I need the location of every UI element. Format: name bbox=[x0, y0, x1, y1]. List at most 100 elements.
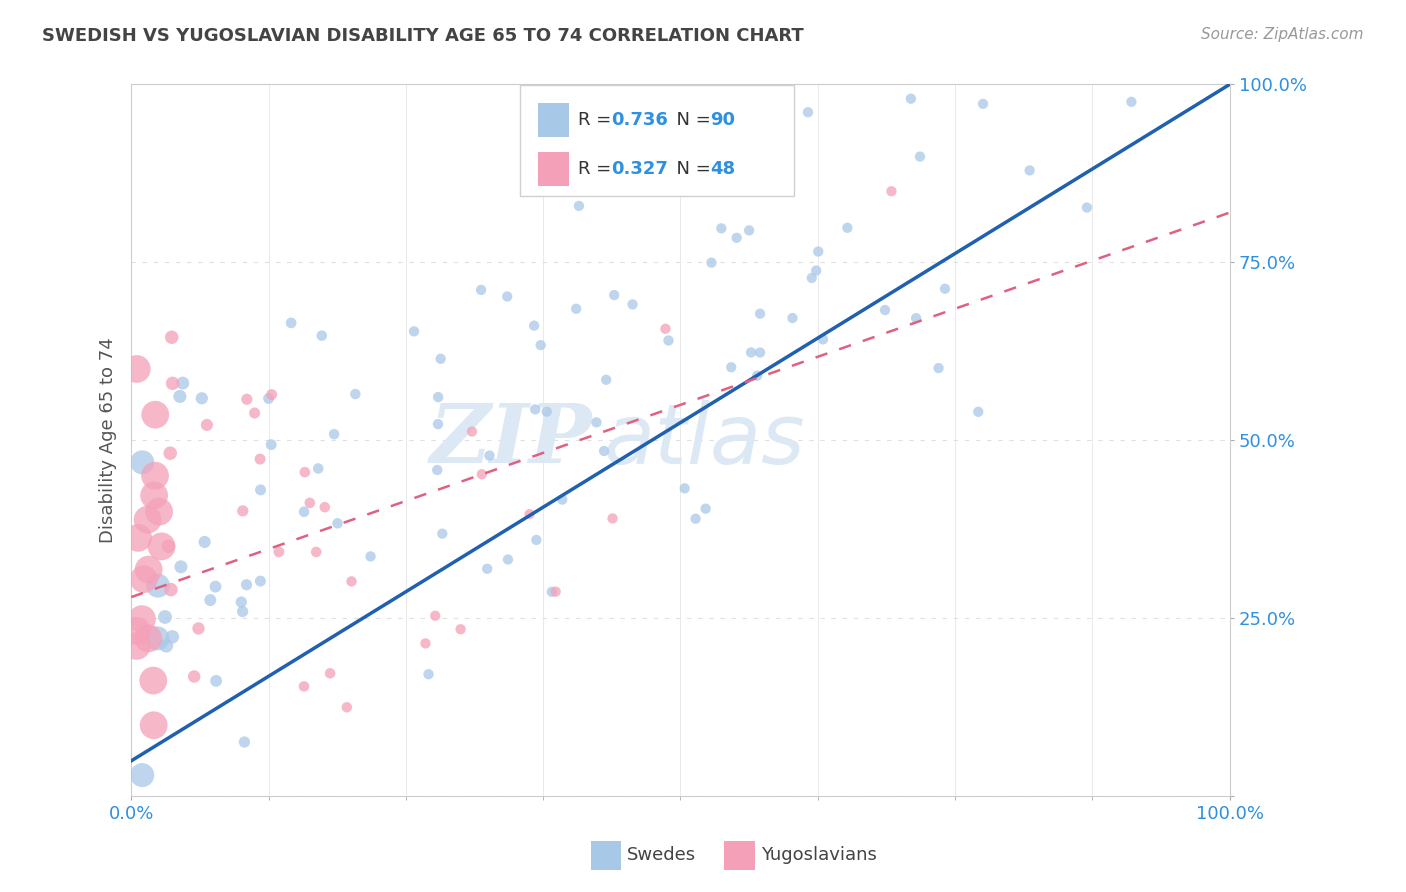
Point bbox=[478, 449, 501, 463]
Point bbox=[204, 580, 226, 594]
Point bbox=[153, 610, 176, 624]
Point bbox=[807, 244, 830, 259]
Point bbox=[155, 639, 177, 653]
Point bbox=[195, 417, 218, 432]
Point bbox=[191, 392, 214, 406]
Point bbox=[267, 545, 290, 559]
Point bbox=[536, 405, 558, 419]
Point bbox=[340, 574, 363, 589]
Point bbox=[593, 444, 616, 458]
Point bbox=[654, 322, 676, 336]
Point bbox=[233, 735, 256, 749]
Point bbox=[908, 150, 931, 164]
Text: Swedes: Swedes bbox=[627, 847, 696, 864]
Point bbox=[797, 105, 820, 120]
Point bbox=[427, 417, 450, 431]
Text: N =: N = bbox=[665, 161, 717, 178]
Point bbox=[292, 505, 315, 519]
Point bbox=[568, 199, 591, 213]
Point bbox=[418, 667, 440, 681]
Point bbox=[169, 389, 191, 403]
Text: Source: ZipAtlas.com: Source: ZipAtlas.com bbox=[1201, 27, 1364, 42]
Point bbox=[551, 492, 574, 507]
Point bbox=[461, 425, 484, 439]
Point bbox=[749, 307, 772, 321]
Point bbox=[260, 387, 283, 401]
Text: N =: N = bbox=[665, 111, 717, 129]
Point bbox=[136, 632, 159, 646]
Point bbox=[194, 535, 217, 549]
Point bbox=[146, 579, 169, 593]
Point bbox=[519, 507, 541, 521]
Point bbox=[432, 526, 454, 541]
Point bbox=[524, 533, 547, 547]
Point bbox=[257, 392, 280, 406]
Point bbox=[811, 332, 834, 346]
Point bbox=[142, 718, 165, 732]
Point bbox=[311, 328, 333, 343]
Text: 90: 90 bbox=[710, 111, 735, 129]
Point bbox=[470, 283, 492, 297]
Point bbox=[725, 231, 748, 245]
Point bbox=[477, 562, 499, 576]
Point bbox=[183, 669, 205, 683]
Point bbox=[150, 540, 173, 554]
Point bbox=[471, 467, 494, 482]
Point bbox=[148, 505, 170, 519]
Text: 0.736: 0.736 bbox=[612, 111, 668, 129]
Point bbox=[172, 376, 194, 390]
Point bbox=[232, 604, 254, 618]
Point bbox=[429, 351, 451, 366]
Point bbox=[782, 311, 804, 326]
Point bbox=[621, 297, 644, 311]
Point bbox=[928, 361, 950, 376]
Point bbox=[540, 584, 562, 599]
Point bbox=[905, 311, 928, 326]
Point bbox=[132, 572, 155, 586]
Y-axis label: Disability Age 65 to 74: Disability Age 65 to 74 bbox=[100, 337, 117, 543]
Point bbox=[873, 303, 896, 318]
Point bbox=[307, 461, 329, 475]
Point bbox=[591, 140, 613, 154]
Point bbox=[280, 316, 302, 330]
Point bbox=[496, 289, 519, 303]
Point bbox=[249, 574, 271, 588]
Point bbox=[747, 368, 769, 383]
Point bbox=[170, 559, 193, 574]
Text: atlas: atlas bbox=[603, 400, 806, 481]
Point bbox=[160, 330, 183, 344]
Point bbox=[837, 220, 859, 235]
Text: SWEDISH VS YUGOSLAVIAN DISABILITY AGE 65 TO 74 CORRELATION CHART: SWEDISH VS YUGOSLAVIAN DISABILITY AGE 65… bbox=[42, 27, 804, 45]
Point bbox=[162, 376, 184, 391]
Text: R =: R = bbox=[578, 161, 617, 178]
Point bbox=[530, 338, 553, 352]
Point bbox=[806, 263, 828, 277]
Point bbox=[159, 446, 181, 460]
Point bbox=[160, 582, 183, 597]
Point bbox=[143, 468, 166, 483]
Point bbox=[595, 373, 617, 387]
Point bbox=[1121, 95, 1143, 109]
Point bbox=[127, 531, 149, 545]
Point bbox=[360, 549, 382, 564]
Point bbox=[344, 387, 367, 401]
Point bbox=[298, 496, 321, 510]
Point bbox=[700, 255, 723, 269]
Point bbox=[205, 673, 228, 688]
Point bbox=[143, 488, 166, 502]
Point bbox=[524, 402, 547, 417]
Point bbox=[336, 700, 359, 714]
Point bbox=[749, 345, 772, 359]
Point bbox=[544, 584, 567, 599]
Point bbox=[131, 455, 153, 469]
Point bbox=[323, 427, 346, 442]
Point bbox=[131, 612, 153, 626]
Point bbox=[415, 636, 437, 650]
Point bbox=[319, 666, 342, 681]
Point bbox=[695, 501, 717, 516]
Point bbox=[565, 301, 588, 316]
Point bbox=[231, 595, 253, 609]
Point bbox=[602, 511, 624, 525]
Point bbox=[585, 415, 607, 429]
Point bbox=[249, 452, 271, 467]
